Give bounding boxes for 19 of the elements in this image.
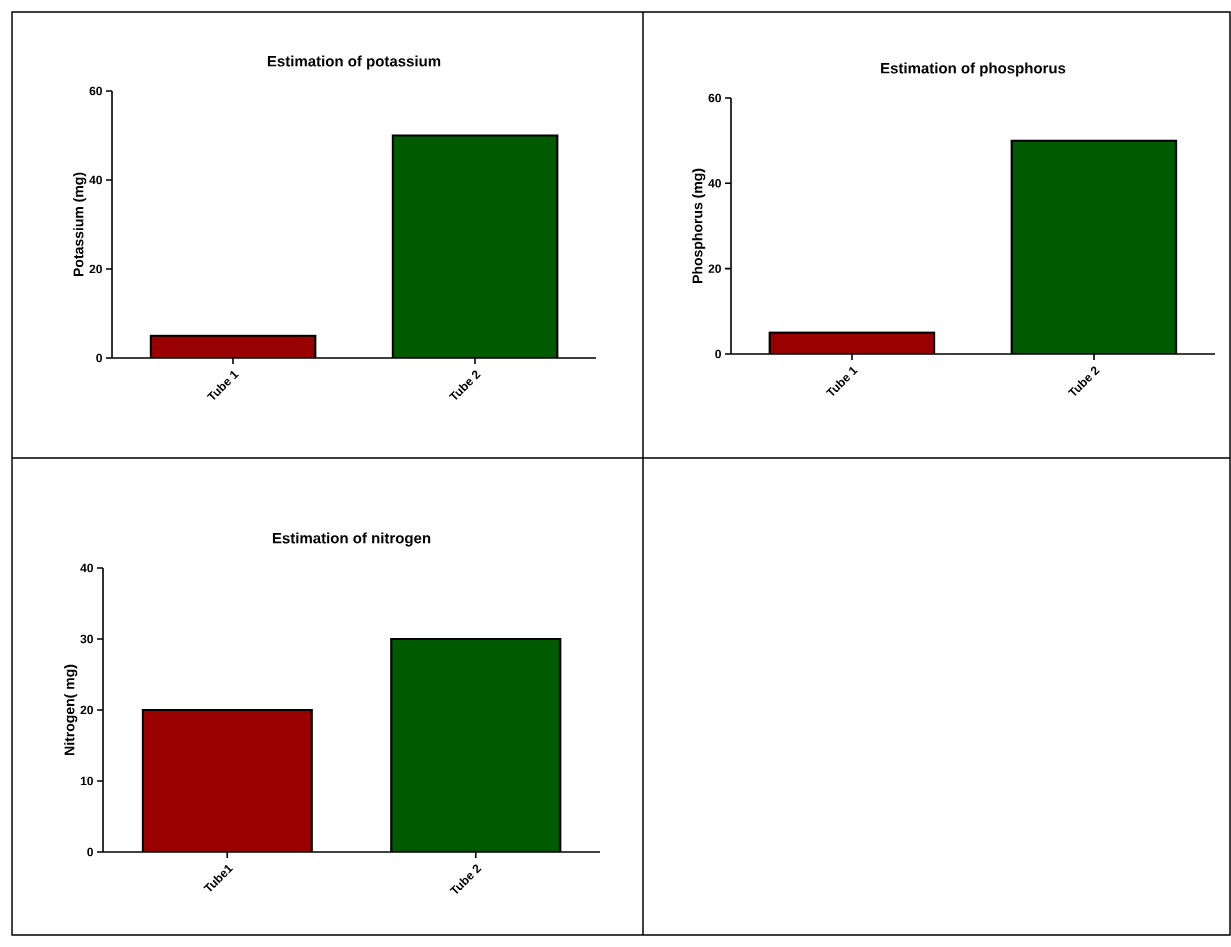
y-tick-label: 40 (80, 563, 93, 573)
y-tick-label: 60 (708, 93, 721, 103)
y-axis-title: Phosphorus (mg) (692, 168, 706, 283)
y-tick-label: 0 (87, 847, 93, 857)
y-tick-label: 30 (80, 634, 93, 644)
y-tick-label: 10 (80, 776, 93, 786)
y-tick-label: 40 (708, 179, 721, 188)
y-tick-label: 20 (89, 264, 102, 274)
y-tick-label: 60 (89, 86, 102, 96)
y-axis-title: Nitrogen( mg) (64, 664, 78, 755)
y-tick-label: 0 (96, 353, 102, 363)
y-tick-label: 20 (80, 705, 93, 715)
chart-title: Estimation of phosphorus (881, 62, 1066, 77)
y-tick-label: 40 (89, 175, 102, 185)
y-tick-label: 0 (715, 349, 721, 359)
chart-title: Estimation of potassium (267, 55, 441, 70)
y-tick-label: 20 (708, 264, 721, 273)
y-axis-title: Potassium (mg) (73, 172, 87, 277)
chart-title: Estimation of nitrogen (272, 532, 431, 547)
